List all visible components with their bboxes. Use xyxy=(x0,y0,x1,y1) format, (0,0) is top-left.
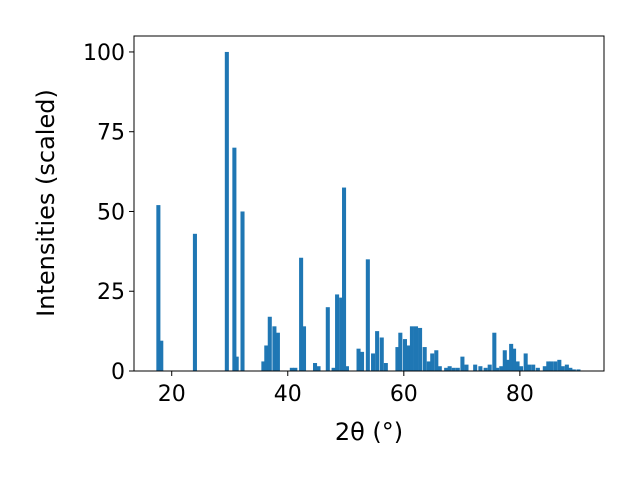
bar xyxy=(535,367,540,371)
bar xyxy=(344,366,349,371)
bar xyxy=(261,361,266,371)
bar xyxy=(331,367,336,371)
y-tick-label: 100 xyxy=(83,41,125,66)
y-tick-label: 50 xyxy=(97,200,125,225)
bar xyxy=(275,332,280,371)
bar xyxy=(339,297,344,371)
bar xyxy=(509,343,514,371)
bar xyxy=(289,367,294,371)
x-tick-label: 60 xyxy=(390,382,418,407)
bar xyxy=(342,187,347,371)
bar xyxy=(464,364,469,371)
bar xyxy=(409,326,414,371)
bar xyxy=(379,337,384,371)
bar xyxy=(156,205,161,371)
x-tick-label: 40 xyxy=(274,382,302,407)
bar xyxy=(293,367,298,371)
bar xyxy=(568,367,573,371)
bar xyxy=(455,367,460,371)
bar xyxy=(531,364,536,371)
bar xyxy=(234,356,239,371)
bar-series xyxy=(156,51,581,371)
bar xyxy=(518,366,524,371)
bar xyxy=(375,331,380,371)
bar xyxy=(232,147,237,371)
bar xyxy=(422,347,427,371)
bar xyxy=(451,367,456,371)
bar xyxy=(546,361,551,371)
y-axis-label: Intensities (scaled) xyxy=(32,89,60,317)
bar xyxy=(492,332,497,371)
bar xyxy=(557,359,562,371)
bar xyxy=(571,369,576,371)
x-axis-ticks: 20 40 60 80 xyxy=(158,371,534,407)
y-tick-label: 75 xyxy=(97,121,125,146)
bar xyxy=(564,364,569,371)
bar xyxy=(356,348,361,371)
bar xyxy=(515,361,520,371)
bar xyxy=(264,345,269,371)
bar xyxy=(398,332,403,371)
bar xyxy=(553,361,558,371)
bar xyxy=(413,326,419,371)
bar xyxy=(402,339,407,371)
bar xyxy=(365,259,370,371)
bar xyxy=(460,356,465,371)
bar xyxy=(495,367,500,371)
bar xyxy=(301,326,307,371)
bar xyxy=(473,364,478,371)
bar xyxy=(502,350,507,371)
bar xyxy=(523,353,528,371)
x-tick-label: 80 xyxy=(506,382,534,407)
bar xyxy=(325,307,330,371)
x-tick-label: 20 xyxy=(158,382,186,407)
bar xyxy=(549,361,554,371)
bar xyxy=(499,366,504,371)
bar xyxy=(383,363,388,371)
bar xyxy=(560,366,565,371)
bar xyxy=(483,367,488,371)
bar xyxy=(527,364,532,371)
bar xyxy=(444,367,449,371)
bar xyxy=(267,316,272,371)
bar xyxy=(224,51,229,371)
bar xyxy=(313,363,318,371)
x-axis-label: 2θ (°) xyxy=(335,418,403,446)
bar xyxy=(418,327,423,371)
bar xyxy=(406,345,411,371)
bar xyxy=(487,364,492,371)
bar xyxy=(316,366,321,371)
bar xyxy=(506,359,511,371)
bar xyxy=(299,257,304,371)
bar xyxy=(542,366,547,371)
plot-area-frame xyxy=(133,35,605,372)
bar xyxy=(434,350,439,371)
bar xyxy=(360,351,365,371)
bar xyxy=(159,340,164,371)
bar xyxy=(272,326,277,371)
bar xyxy=(335,294,340,371)
y-axis-ticks: 0 25 50 75 100 xyxy=(83,41,134,385)
y-tick-label: 0 xyxy=(111,360,125,385)
bar xyxy=(512,348,517,371)
bar xyxy=(395,347,400,371)
bar xyxy=(240,211,245,371)
bar xyxy=(576,369,581,371)
bar xyxy=(426,361,431,371)
bar xyxy=(437,366,442,371)
bar xyxy=(478,366,483,371)
bar xyxy=(192,233,197,371)
y-tick-label: 25 xyxy=(97,280,125,305)
bar xyxy=(447,366,452,371)
bar xyxy=(430,353,435,371)
bar xyxy=(371,353,376,371)
